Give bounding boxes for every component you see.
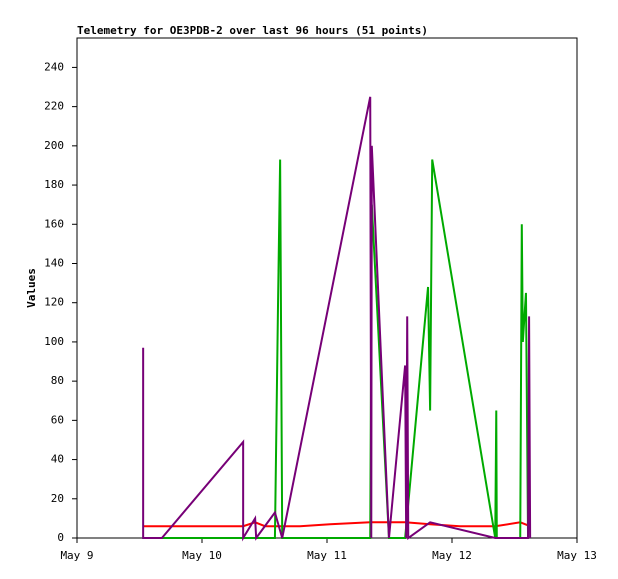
chart-title: Telemetry for OE3PDB-2 over last 96 hour… (77, 24, 428, 37)
x-tick-label: May 13 (557, 549, 597, 562)
x-tick-label: May 9 (60, 549, 93, 562)
y-tick-label: 240 (44, 60, 64, 73)
y-tick-label: 40 (51, 453, 64, 466)
series-line (142, 96, 532, 542)
y-tick-label: 60 (51, 413, 64, 426)
y-tick-label: 200 (44, 139, 64, 152)
x-tick-label: May 10 (182, 549, 222, 562)
y-tick-label: 120 (44, 296, 64, 309)
y-axis-label: Values (25, 268, 38, 308)
y-tick-label: 100 (44, 335, 64, 348)
y-tick-label: 180 (44, 178, 64, 191)
y-tick-label: 160 (44, 217, 64, 230)
x-tick-label: May 11 (307, 549, 347, 562)
y-tick-label: 220 (44, 100, 64, 113)
series-line (143, 159, 530, 539)
y-tick-label: 20 (51, 492, 64, 505)
x-tick-label: May 12 (432, 549, 472, 562)
y-tick-label: 80 (51, 374, 64, 387)
y-tick-label: 0 (57, 531, 64, 544)
y-tick-label: 140 (44, 256, 64, 269)
